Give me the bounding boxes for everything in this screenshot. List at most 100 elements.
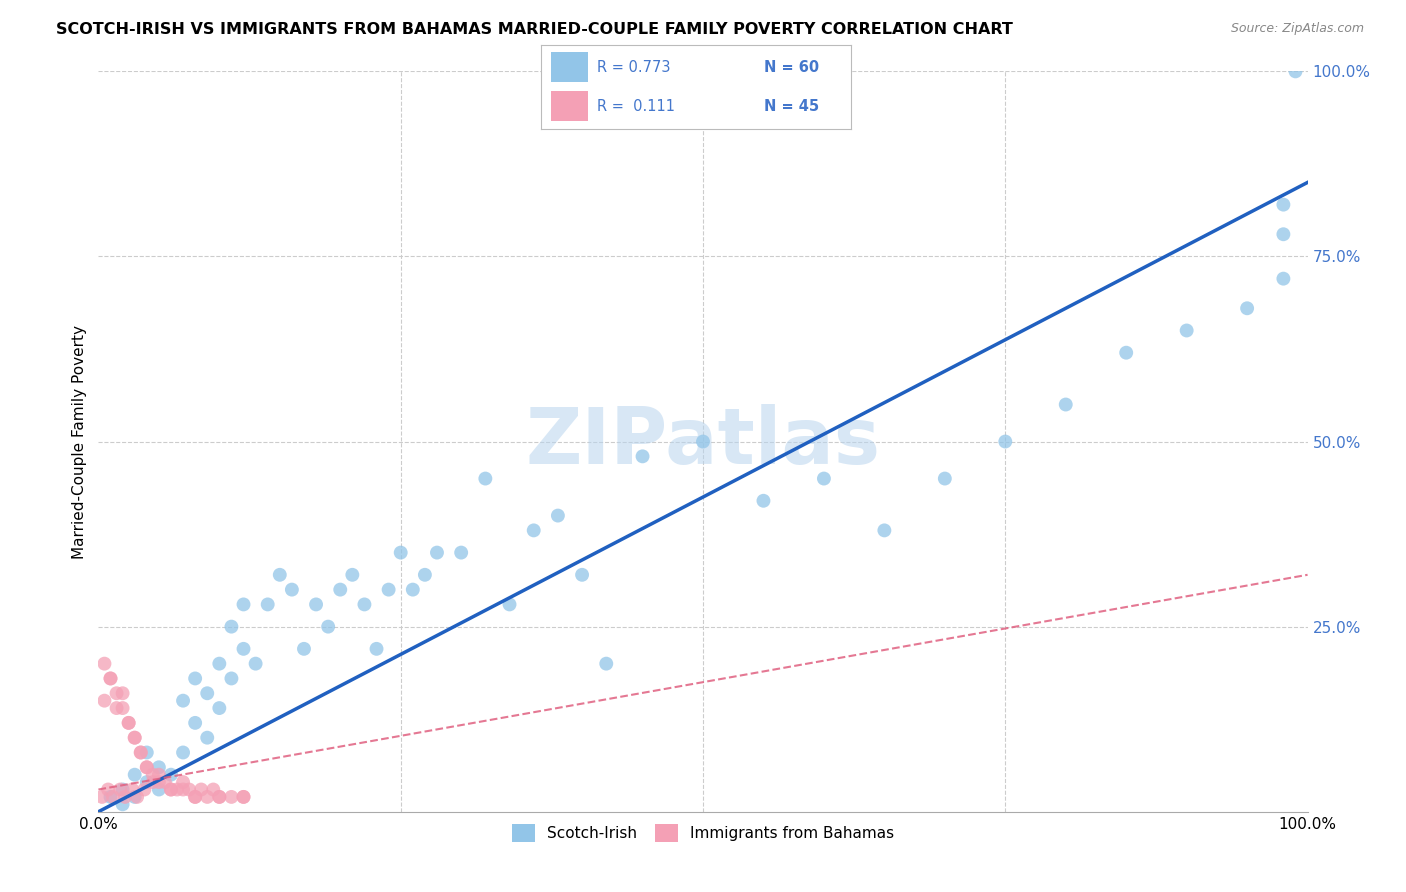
Point [353,598,375,612]
Text: N = 45: N = 45 [763,98,820,113]
Point [153,775,176,789]
Point [571,567,593,582]
Point [105,701,128,715]
Point [292,641,315,656]
Point [129,746,152,760]
Point [208,789,231,804]
Point [100,789,122,804]
Point [172,775,194,789]
Point [232,641,254,656]
Point [329,582,352,597]
Point [631,450,654,464]
Point [97,782,120,797]
Point [111,797,134,812]
Point [195,731,218,745]
Point [142,767,165,781]
Bar [551,53,588,82]
Point [474,472,496,486]
Point [1054,398,1077,412]
Point [316,619,339,633]
Point [135,746,157,760]
Point [148,767,170,781]
Point [752,493,775,508]
Point [305,598,328,612]
Point [1284,64,1306,78]
Point [389,546,412,560]
Point [166,782,188,797]
Point [111,686,134,700]
Point [111,782,134,797]
Point [184,715,207,730]
Point [269,567,291,582]
Point [135,760,157,774]
Point [813,472,835,486]
Point [245,657,267,671]
Point [91,789,114,804]
Point [342,567,364,582]
Point [595,657,617,671]
Point [93,657,115,671]
Point [1272,271,1295,285]
Point [232,789,254,804]
Point [994,434,1017,449]
Point [179,782,201,797]
Point [129,746,152,760]
Text: Source: ZipAtlas.com: Source: ZipAtlas.com [1230,22,1364,36]
Point [124,767,146,781]
Text: R =  0.111: R = 0.111 [598,98,675,113]
Point [184,789,207,804]
Y-axis label: Married-Couple Family Poverty: Married-Couple Family Poverty [72,325,87,558]
Point [1175,324,1198,338]
Point [195,686,218,700]
Point [413,567,436,582]
Text: ZIPatlas: ZIPatlas [526,403,880,480]
Point [1272,227,1295,242]
Point [135,760,157,774]
Point [1115,345,1137,359]
Point [160,767,183,781]
Text: R = 0.773: R = 0.773 [598,60,671,75]
Point [221,619,243,633]
Bar [551,91,588,120]
Point [172,746,194,760]
Text: SCOTCH-IRISH VS IMMIGRANTS FROM BAHAMAS MARRIED-COUPLE FAMILY POVERTY CORRELATIO: SCOTCH-IRISH VS IMMIGRANTS FROM BAHAMAS … [56,22,1014,37]
Point [124,731,146,745]
Point [127,789,149,804]
Point [1236,301,1258,316]
Point [377,582,399,597]
Point [108,782,131,797]
Point [281,582,304,597]
Point [547,508,569,523]
Point [450,546,472,560]
Point [202,782,225,797]
Text: N = 60: N = 60 [763,60,820,75]
Point [523,524,546,538]
Point [124,731,146,745]
Point [160,782,183,797]
Point [221,672,243,686]
Point [184,672,207,686]
Point [208,657,231,671]
Point [160,782,183,797]
Point [498,598,520,612]
Point [105,686,128,700]
Point [366,641,388,656]
Point [873,524,896,538]
Point [121,782,143,797]
Point [232,789,254,804]
Point [208,789,231,804]
Point [232,598,254,612]
Point [118,715,141,730]
Point [256,598,278,612]
Point [118,715,141,730]
Point [93,694,115,708]
Point [221,789,243,804]
Point [134,782,156,797]
Point [1272,197,1295,211]
Point [114,789,136,804]
Point [402,582,425,597]
Point [100,672,122,686]
Point [172,694,194,708]
Legend: Scotch-Irish, Immigrants from Bahamas: Scotch-Irish, Immigrants from Bahamas [506,818,900,848]
Point [172,782,194,797]
